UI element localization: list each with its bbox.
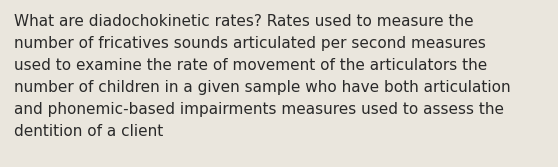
Text: and phonemic-based impairments measures used to assess the: and phonemic-based impairments measures … (14, 102, 504, 117)
Text: dentition of a client: dentition of a client (14, 124, 163, 139)
Text: number of fricatives sounds articulated per second measures: number of fricatives sounds articulated … (14, 36, 486, 51)
Text: number of children in a given sample who have both articulation: number of children in a given sample who… (14, 80, 511, 95)
Text: What are diadochokinetic rates? Rates used to measure the: What are diadochokinetic rates? Rates us… (14, 14, 474, 29)
Text: used to examine the rate of movement of the articulators the: used to examine the rate of movement of … (14, 58, 487, 73)
